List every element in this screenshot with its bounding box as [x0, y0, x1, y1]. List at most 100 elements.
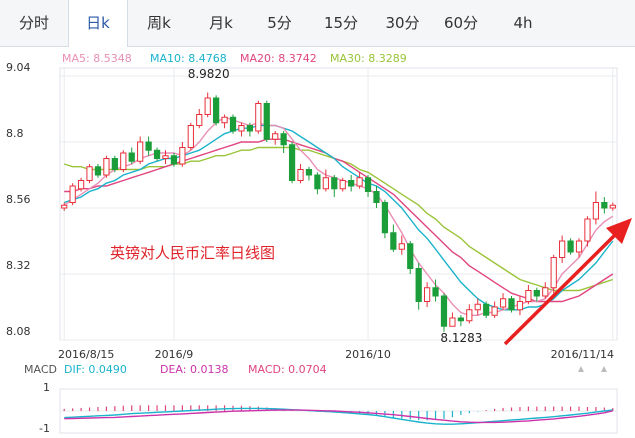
tab-0[interactable]: 分时 [18, 14, 49, 32]
candle [415, 263, 422, 310]
candle [407, 241, 414, 274]
candle [575, 238, 583, 258]
y-axis-tick-labels: 9.04 8.8 8.56 8.32 8.08 [6, 61, 31, 338]
macd-tick-label: 1 [43, 381, 50, 394]
candle [322, 169, 329, 192]
ma-legend-item: MA20: 8.3742 [240, 52, 317, 65]
ma-legend: MA5: 8.5348 MA10: 8.4768 MA20: 8.3742 MA30:… [62, 52, 407, 65]
candle [584, 216, 591, 247]
candle [567, 238, 574, 255]
candle [86, 164, 93, 184]
candle [432, 279, 439, 302]
period-tab-bar: 分时 日k 周k 月k 5分 15分 30分 60分 4h [0, 0, 635, 47]
candle [272, 131, 279, 145]
candle [61, 202, 68, 211]
tab-3[interactable]: 月k [209, 14, 233, 32]
candle [364, 175, 372, 197]
candle [204, 92, 211, 118]
candle [145, 136, 152, 156]
candle [474, 298, 481, 316]
x-tick-label: 2016/10 [345, 348, 391, 361]
chart-grid [59, 67, 618, 341]
macd-panel: 1 -1 [39, 381, 618, 435]
candle [499, 293, 507, 310]
ma-legend-item: MA10: 8.4768 [150, 52, 227, 65]
candle [238, 122, 245, 137]
y-tick-label: 8.08 [6, 325, 31, 338]
candle [170, 153, 178, 167]
tab-5[interactable]: 15分 [323, 14, 359, 32]
macd-legend-item: DEA: 0.0138 [160, 363, 228, 376]
candle [213, 95, 220, 126]
scroll-marker-icons[interactable] [578, 366, 607, 372]
arrow-shaft [503, 226, 624, 346]
candle [508, 296, 515, 313]
tab-2[interactable]: 周k [147, 14, 171, 32]
candle [120, 150, 127, 173]
y-tick-label: 8.8 [6, 127, 24, 140]
candle [196, 109, 203, 129]
candle [288, 142, 296, 184]
candle [533, 287, 540, 302]
candle [390, 224, 397, 252]
ma-legend-item: MA5: 8.5348 [62, 52, 132, 65]
trend-arrow-icon [503, 218, 632, 346]
candle [373, 186, 380, 208]
x-tick-label: 2016/9 [155, 348, 194, 361]
candle [449, 312, 456, 327]
candle [255, 100, 262, 134]
candle [221, 114, 228, 129]
tab-1[interactable]: 日k [68, 0, 128, 47]
y-tick-label: 8.32 [6, 259, 31, 272]
dea-line [64, 409, 613, 424]
candle [483, 301, 490, 318]
price-panel-border [59, 67, 618, 341]
candle [137, 136, 144, 164]
y-tick-label: 9.04 [6, 61, 31, 74]
candle [381, 199, 389, 239]
macd-legend-item: MACD: 0.0704 [248, 363, 327, 376]
macd-legend-item: MACD [24, 363, 57, 376]
tab-7[interactable]: 60分 [443, 14, 479, 32]
arrow-head [606, 218, 632, 244]
y-tick-label: 8.56 [6, 193, 31, 206]
macd-legend: MACD DIF: 0.0490 DEA: 0.0138 MACD: 0.0704 [24, 363, 327, 376]
candle [103, 155, 110, 178]
ma10-line [63, 124, 614, 311]
candle [246, 122, 254, 137]
scroll-right-icon[interactable] [601, 366, 607, 372]
candle [601, 197, 608, 214]
candle [229, 114, 237, 134]
candle [398, 235, 405, 255]
candles [61, 92, 616, 332]
candle [592, 191, 600, 225]
candle [128, 147, 135, 164]
candle [457, 315, 464, 327]
candle [263, 100, 270, 142]
min-price-label: 8.1283 [440, 331, 482, 345]
candle [525, 285, 532, 305]
tab-4[interactable]: 5分 [267, 14, 292, 32]
candle [331, 175, 338, 197]
candlestick-chart: 9.048.88.568.328.08 2016/8/15 2016/9 2016/… [6, 52, 632, 435]
candle [348, 175, 355, 192]
candle [111, 155, 118, 173]
x-tick-label: 2016/11/14 [551, 348, 614, 361]
scroll-left-icon[interactable] [578, 366, 584, 372]
tab-8[interactable]: 4h [513, 14, 533, 32]
candle [356, 172, 363, 189]
candle [466, 304, 473, 324]
candle [77, 177, 85, 192]
macd-legend-item: DIF: 0.0490 [64, 363, 127, 376]
candle [550, 254, 557, 294]
candle [179, 142, 186, 167]
candle [297, 164, 304, 184]
tab-6[interactable]: 30分 [385, 14, 420, 32]
chart-title: 英镑对人民币汇率日线图 [110, 244, 275, 262]
candle [516, 296, 524, 316]
dif-line [64, 407, 613, 425]
candle [153, 147, 161, 162]
candle [609, 202, 616, 211]
candle [162, 150, 169, 164]
candle [305, 166, 313, 181]
